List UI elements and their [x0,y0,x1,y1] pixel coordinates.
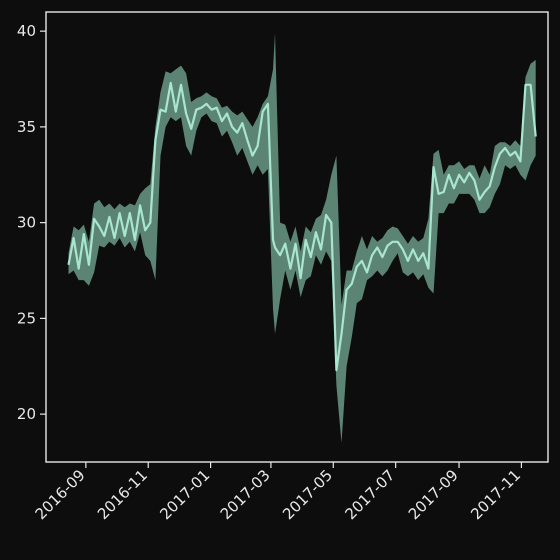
plot-frame [45,11,549,463]
y-tick-label: 35 [17,118,36,136]
y-tick-label: 30 [17,214,36,232]
y-tick-label: 20 [17,405,36,423]
band-area [68,33,536,443]
y-tick-label: 25 [17,309,36,327]
y-axis-ticks: 20 25 30 35 40 [17,22,46,423]
series-line [67,81,537,372]
axes [45,11,549,463]
mean-line [67,81,537,372]
y-tick-label: 40 [17,22,36,40]
confidence-band [68,33,536,443]
